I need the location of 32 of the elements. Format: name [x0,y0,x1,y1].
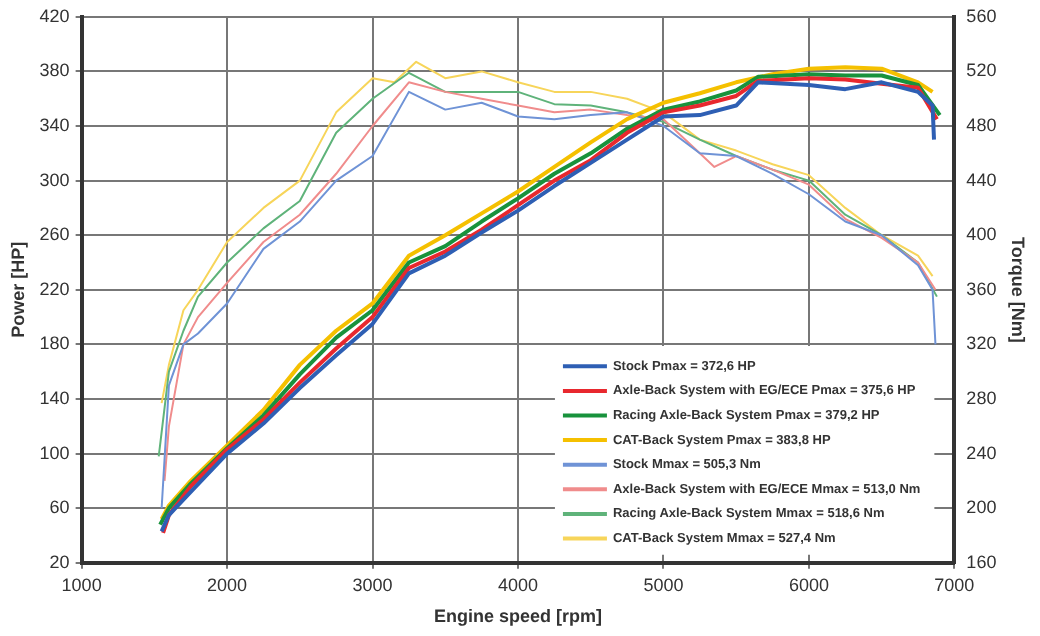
x-tick-label: 1000 [61,574,102,595]
y2-tick-label: 320 [966,333,997,354]
y2-tick-label: 160 [966,551,997,572]
y-axis-title: Power [HP] [7,241,28,338]
y-tick-label: 380 [39,60,70,81]
y2-tick-label: 480 [966,114,997,135]
y-tick-label: 180 [39,333,70,354]
x-tick-label: 5000 [643,574,684,595]
y-tick-label: 140 [39,387,70,408]
y-tick-label: 300 [39,169,70,190]
x-axis-title: Engine speed [rpm] [433,606,603,627]
y2-tick-label: 560 [966,5,997,26]
y-tick-label: 20 [49,551,70,572]
y2-tick-label: 440 [966,169,997,190]
y2-tick-label: 240 [966,442,997,463]
y2-tick-label: 400 [966,224,997,245]
x-tick-label: 3000 [352,574,393,595]
y-tick-label: 340 [39,114,70,135]
y2-tick-label: 520 [966,60,997,81]
y2-axis-title: Torque [Nm] [1008,236,1029,343]
x-tick-label: 7000 [934,574,975,595]
y-tick-label: 260 [39,224,70,245]
y2-tick-label: 200 [966,497,997,518]
y-tick-label: 60 [49,497,70,518]
x-tick-label: 6000 [788,574,829,595]
y2-tick-label: 360 [966,278,997,299]
y-tick-label: 420 [39,5,70,26]
y-tick-label: 220 [39,278,70,299]
x-tick-label: 4000 [497,574,539,595]
x-tick-label: 2000 [207,574,248,595]
y2-tick-label: 280 [966,387,997,408]
y-tick-label: 100 [39,442,70,463]
